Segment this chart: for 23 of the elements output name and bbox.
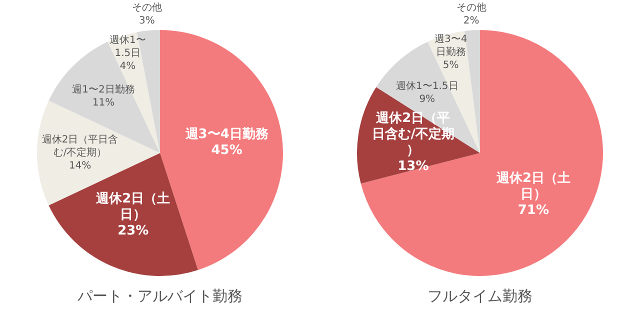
data-label: 71%: [518, 202, 550, 218]
slice-label: 週3〜4日勤務: [184, 126, 270, 142]
data-label: 45%: [211, 142, 242, 158]
slice-label: 週1〜2日勤務: [72, 84, 135, 96]
slice-label: 週休2日（平日含む/不定期）: [42, 134, 118, 159]
slice-label: 週休2日（土日）: [495, 170, 570, 202]
data-label: 3%: [138, 16, 155, 27]
slice-label: 週休1〜1.5日: [110, 35, 146, 60]
data-label: 14%: [68, 160, 92, 172]
data-label: 11%: [92, 98, 115, 109]
data-label: 13%: [398, 158, 429, 174]
data-label: 4%: [120, 61, 136, 72]
slice-label: 週3〜4日勤務: [434, 34, 468, 58]
data-label: 5%: [442, 60, 459, 72]
data-label: 23%: [118, 223, 149, 238]
data-label: 9%: [419, 94, 436, 106]
slice-label: 週休1〜1.5日: [396, 81, 458, 92]
slice-label: 週休2日（土日）: [95, 191, 170, 222]
slice-label: その他: [456, 1, 486, 14]
text: パート・アルバイト勤務: [76, 286, 242, 305]
data-label: 2%: [463, 15, 480, 26]
slice-label: その他: [132, 2, 162, 14]
text: フルタイム勤務: [428, 286, 532, 305]
